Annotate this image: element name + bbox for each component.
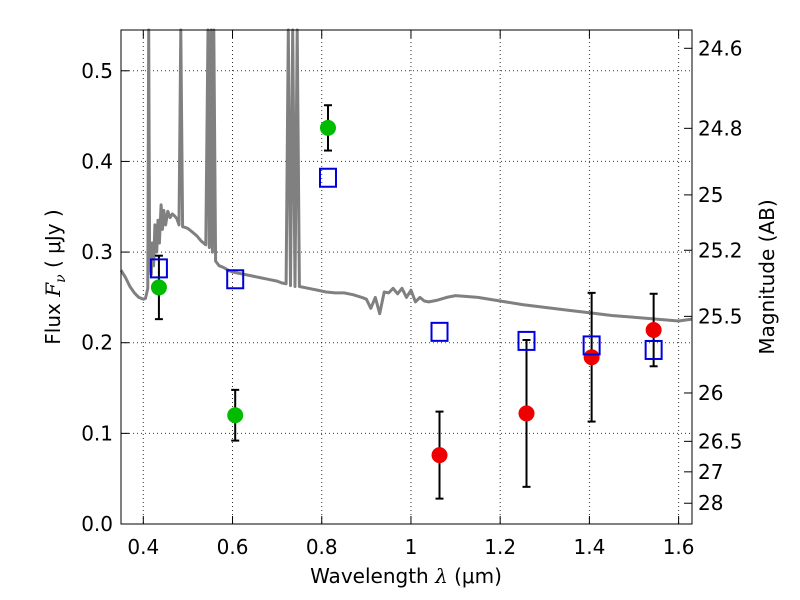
y-tick-label: 0.3 xyxy=(81,240,113,264)
x-tick-label: 1 xyxy=(405,535,418,559)
model-spectrum-layer xyxy=(119,28,693,323)
data-point xyxy=(431,447,448,464)
model-flux-square xyxy=(149,258,168,279)
y2-tick-label: 24.8 xyxy=(698,116,743,140)
data-point xyxy=(518,405,535,422)
x-tick-label: 1.6 xyxy=(663,535,695,559)
x-tick-label: 0.8 xyxy=(306,535,338,559)
model-flux-square xyxy=(430,321,449,342)
y2-tick-label: 25 xyxy=(698,183,723,207)
plot-background xyxy=(121,30,692,524)
data-point xyxy=(645,322,662,339)
y-axis-label: Flux Fν ( μJy ) xyxy=(41,209,69,344)
data-point xyxy=(319,119,336,136)
y-tick-label: 0.2 xyxy=(81,331,113,355)
y2-tick-label: 28 xyxy=(698,491,723,515)
data-point xyxy=(150,279,167,296)
data-point xyxy=(583,349,600,366)
y2-tick-label: 26 xyxy=(698,381,723,405)
y-tick-label: 0.4 xyxy=(81,149,113,173)
y2-tick-label: 26.5 xyxy=(698,429,743,453)
y2-tick-label: 25.5 xyxy=(698,304,743,328)
y2-tick-label: 25.2 xyxy=(698,238,743,262)
x-tick-label: 0.4 xyxy=(127,535,159,559)
data-point xyxy=(227,407,244,424)
x-tick-label: 1.2 xyxy=(484,535,516,559)
model-flux-square xyxy=(318,167,337,188)
model-spectrum-line xyxy=(119,28,693,323)
model-flux-square xyxy=(226,269,245,290)
plot-frame xyxy=(120,29,693,525)
x-axis-label: Wavelength λ (μm) xyxy=(310,564,502,588)
y-tick-label: 0.5 xyxy=(81,59,113,83)
model-flux-square xyxy=(582,335,601,356)
x-tick-label: 1.4 xyxy=(573,535,605,559)
y2-axis-label: Magnitude (AB) xyxy=(755,199,779,354)
x-tick-label: 0.6 xyxy=(217,535,249,559)
axis-ticks: 0.4 0.6 0.8 1 1.2 1.4 1.6 0.0 0.1 0.2 0.3 0.4 0.5 24.… xyxy=(81,30,743,559)
y-tick-label: 0.0 xyxy=(81,512,113,536)
data-markers xyxy=(149,119,663,464)
y2-tick-label: 27 xyxy=(698,460,723,484)
y2-tick-label: 24.6 xyxy=(698,36,743,60)
model-flux-square xyxy=(644,339,663,360)
model-flux-square xyxy=(517,330,536,351)
y-tick-label: 0.1 xyxy=(81,421,113,445)
